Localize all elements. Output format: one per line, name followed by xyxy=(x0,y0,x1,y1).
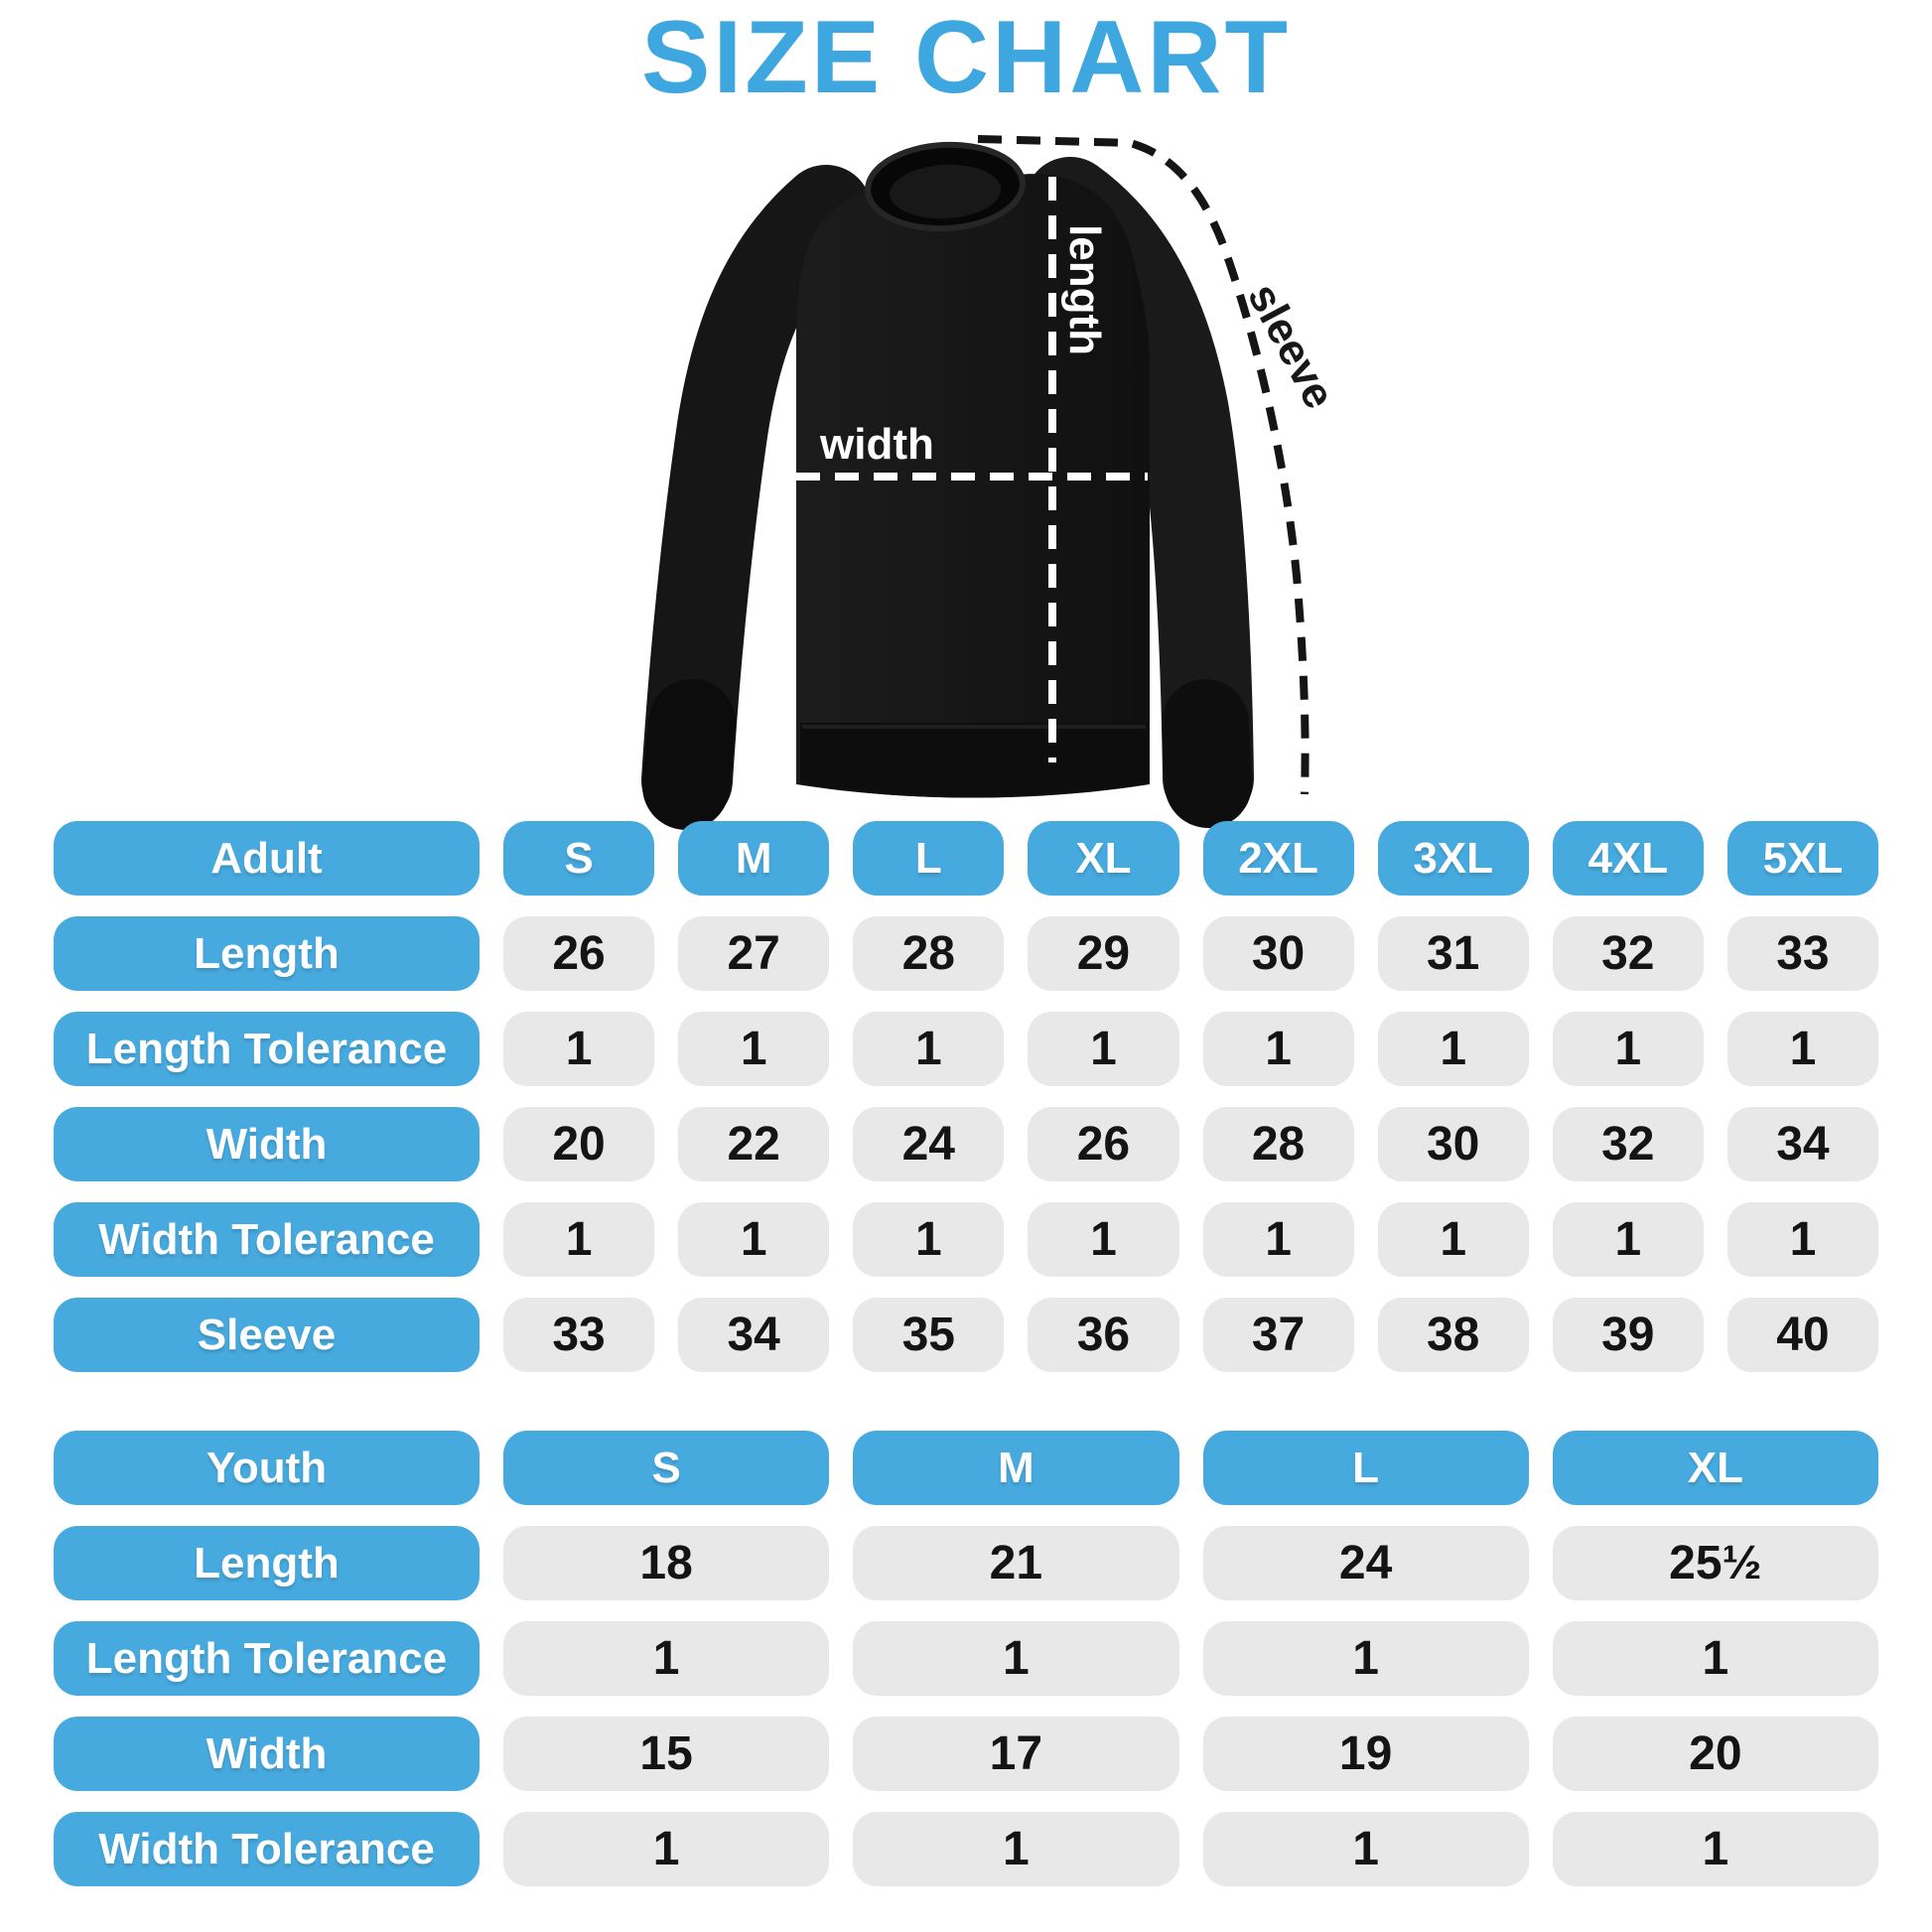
size-value-cell: 25½ xyxy=(1552,1526,1878,1600)
size-value-cell: 1 xyxy=(853,1621,1179,1696)
size-column-header: 5XL xyxy=(1726,821,1878,896)
size-value-cell: 35 xyxy=(853,1298,1005,1372)
row-label-pill: Width xyxy=(54,1717,480,1791)
size-value-cell: 30 xyxy=(1202,916,1354,991)
size-value-cell: 1 xyxy=(1726,1012,1878,1086)
size-value-cell: 1 xyxy=(1726,1202,1878,1277)
size-value-cell: 40 xyxy=(1726,1298,1878,1372)
size-value-cell: 1 xyxy=(1202,1012,1354,1086)
size-value-cell: 20 xyxy=(1552,1717,1878,1791)
row-label-pill: Width Tolerance xyxy=(54,1202,480,1277)
size-value-cell: 34 xyxy=(1726,1107,1878,1181)
sleeve-measure-line xyxy=(977,135,1310,795)
size-value-cell: 19 xyxy=(1202,1717,1529,1791)
size-value-cell: 21 xyxy=(853,1526,1179,1600)
adult-size-table: Adult S M L XL 2XL 3XL 4XL 5XL Length 26 27 28 29 30 31… xyxy=(54,821,1878,1372)
waistband xyxy=(800,723,1148,798)
size-value-cell: 1 xyxy=(503,1812,830,1886)
size-value-cell: 18 xyxy=(503,1526,830,1600)
size-column-header: 4XL xyxy=(1552,821,1704,896)
size-value-cell: 37 xyxy=(1202,1298,1354,1372)
size-value-cell: 28 xyxy=(853,916,1005,991)
page-title: SIZE CHART xyxy=(641,0,1291,115)
size-column-header: S xyxy=(503,821,655,896)
row-label-pill: Width Tolerance xyxy=(54,1812,480,1886)
sweatshirt-illustration xyxy=(641,141,1254,830)
left-cuff xyxy=(642,679,736,830)
size-column-header: L xyxy=(853,821,1005,896)
size-value-cell: 31 xyxy=(1377,916,1529,991)
size-value-cell: 1 xyxy=(1377,1012,1529,1086)
width-label: width xyxy=(819,420,934,469)
row-label-pill: Length xyxy=(54,916,480,991)
size-value-cell: 1 xyxy=(853,1812,1179,1886)
row-label-pill: Length Tolerance xyxy=(54,1621,480,1696)
size-value-cell: 26 xyxy=(1028,1107,1179,1181)
size-value-cell: 1 xyxy=(1202,1812,1529,1886)
row-label-pill: Length Tolerance xyxy=(54,1012,480,1086)
size-value-cell: 38 xyxy=(1377,1298,1529,1372)
size-value-cell: 24 xyxy=(1202,1526,1529,1600)
row-label-pill: Length xyxy=(54,1526,480,1600)
collar xyxy=(865,141,1026,232)
size-column-header: M xyxy=(853,1431,1179,1505)
size-value-cell: 1 xyxy=(1552,1621,1878,1696)
row-label-pill: Sleeve xyxy=(54,1298,480,1372)
size-value-cell: 1 xyxy=(1202,1621,1529,1696)
size-value-cell: 1 xyxy=(678,1202,830,1277)
size-value-cell: 33 xyxy=(1726,916,1878,991)
row-label-pill: Width xyxy=(54,1107,480,1181)
size-value-cell: 33 xyxy=(503,1298,655,1372)
table-title-pill: Youth xyxy=(54,1431,480,1505)
length-label: length xyxy=(1060,224,1109,355)
size-column-header: XL xyxy=(1028,821,1179,896)
size-value-cell: 32 xyxy=(1552,1107,1704,1181)
size-value-cell: 1 xyxy=(1552,1202,1704,1277)
size-column-header: M xyxy=(678,821,830,896)
size-column-header: XL xyxy=(1552,1431,1878,1505)
size-value-cell: 1 xyxy=(853,1012,1005,1086)
size-value-cell: 29 xyxy=(1028,916,1179,991)
size-value-cell: 1 xyxy=(1552,1012,1704,1086)
size-value-cell: 27 xyxy=(678,916,830,991)
size-value-cell: 26 xyxy=(503,916,655,991)
table-title-pill: Adult xyxy=(54,821,480,896)
size-value-cell: 1 xyxy=(1028,1202,1179,1277)
size-value-cell: 15 xyxy=(503,1717,830,1791)
size-value-cell: 30 xyxy=(1377,1107,1529,1181)
size-value-cell: 1 xyxy=(1377,1202,1529,1277)
size-value-cell: 39 xyxy=(1552,1298,1704,1372)
youth-size-table: Youth S M L XL Length 18 21 24 25½ Length Toleranc… xyxy=(54,1431,1878,1886)
size-column-header: 2XL xyxy=(1202,821,1354,896)
right-cuff xyxy=(1162,679,1252,828)
size-column-header: S xyxy=(503,1431,830,1505)
size-value-cell: 1 xyxy=(1028,1012,1179,1086)
size-value-cell: 24 xyxy=(853,1107,1005,1181)
size-column-header: L xyxy=(1202,1431,1529,1505)
size-value-cell: 36 xyxy=(1028,1298,1179,1372)
size-value-cell: 1 xyxy=(853,1202,1005,1277)
sweatshirt-diagram: width length sleeve xyxy=(641,135,1344,830)
size-value-cell: 1 xyxy=(1202,1202,1354,1277)
size-value-cell: 1 xyxy=(503,1012,655,1086)
size-value-cell: 34 xyxy=(678,1298,830,1372)
size-value-cell: 1 xyxy=(1552,1812,1878,1886)
size-value-cell: 1 xyxy=(503,1621,830,1696)
size-value-cell: 28 xyxy=(1202,1107,1354,1181)
size-value-cell: 1 xyxy=(678,1012,830,1086)
size-value-cell: 1 xyxy=(503,1202,655,1277)
size-column-header: 3XL xyxy=(1377,821,1529,896)
size-value-cell: 20 xyxy=(503,1107,655,1181)
size-value-cell: 17 xyxy=(853,1717,1179,1791)
size-value-cell: 32 xyxy=(1552,916,1704,991)
size-value-cell: 22 xyxy=(678,1107,830,1181)
